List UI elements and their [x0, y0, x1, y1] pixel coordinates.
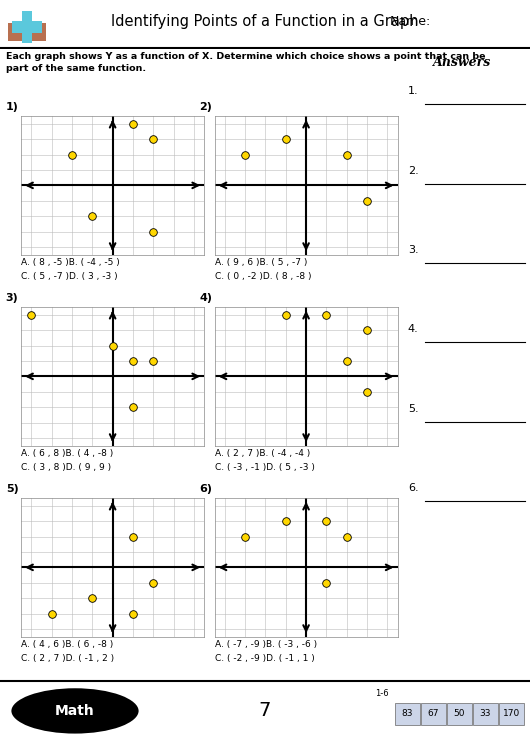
Text: 2.: 2. [408, 166, 419, 175]
Text: 5): 5) [6, 485, 19, 494]
Text: 83: 83 [402, 709, 413, 718]
Text: 3): 3) [6, 294, 19, 303]
Text: 67: 67 [428, 709, 439, 718]
Text: Answers: Answers [434, 56, 492, 70]
Text: 3.: 3. [408, 245, 418, 255]
Text: A. ( 9 , 6 )B. ( 5 , -7 )
C. ( 0 , -2 )D. ( 8 , -8 ): A. ( 9 , 6 )B. ( 5 , -7 ) C. ( 0 , -2 )D… [215, 258, 311, 282]
Text: A. ( 6 , 8 )B. ( 4 , -8 )
C. ( 3 , 8 )D. ( 9 , 9 ): A. ( 6 , 8 )B. ( 4 , -8 ) C. ( 3 , 8 )D.… [21, 449, 113, 473]
Text: 5.: 5. [408, 404, 418, 413]
Bar [8, 23, 46, 41]
Text: Name:: Name: [390, 15, 431, 28]
Text: 6): 6) [199, 485, 212, 494]
Bar [12, 21, 42, 33]
Bar [473, 703, 498, 725]
Bar [447, 703, 472, 725]
Text: A. ( 4 , 6 )B. ( 6 , -8 )
C. ( 2 , 7 )D. ( -1 , 2 ): A. ( 4 , 6 )B. ( 6 , -8 ) C. ( 2 , 7 )D.… [21, 640, 114, 664]
Text: Identifying Points of a Function in a Graph: Identifying Points of a Function in a Gr… [111, 13, 419, 28]
Text: 6.: 6. [408, 483, 418, 493]
Text: Math: Math [55, 704, 95, 718]
Text: 1): 1) [6, 103, 19, 112]
Text: Each graph shows Y as a function of X. Determine which choice shows a point that: Each graph shows Y as a function of X. D… [6, 52, 485, 73]
Bar [395, 703, 420, 725]
Text: 170: 170 [503, 709, 520, 718]
Text: 4): 4) [199, 294, 212, 303]
Text: 1-6: 1-6 [375, 689, 388, 698]
Text: 4.: 4. [408, 324, 419, 334]
Ellipse shape [10, 687, 140, 735]
Text: 50: 50 [454, 709, 465, 718]
Bar [499, 703, 524, 725]
Text: 7: 7 [259, 701, 271, 721]
Bar [421, 703, 446, 725]
Text: A. ( 8 , -5 )B. ( -4 , -5 )
C. ( 5 , -7 )D. ( 3 , -3 ): A. ( 8 , -5 )B. ( -4 , -5 ) C. ( 5 , -7 … [21, 258, 120, 282]
Text: 2): 2) [199, 103, 212, 112]
Text: A. ( 2 , 7 )B. ( -4 , -4 )
C. ( -3 , -1 )D. ( 5 , -3 ): A. ( 2 , 7 )B. ( -4 , -4 ) C. ( -3 , -1 … [215, 449, 314, 473]
Text: 33: 33 [480, 709, 491, 718]
Bar [22, 11, 32, 43]
Text: A. ( -7 , -9 )B. ( -3 , -6 )
C. ( -2 , -9 )D. ( -1 , 1 ): A. ( -7 , -9 )B. ( -3 , -6 ) C. ( -2 , -… [215, 640, 317, 664]
Text: 1.: 1. [408, 86, 418, 96]
